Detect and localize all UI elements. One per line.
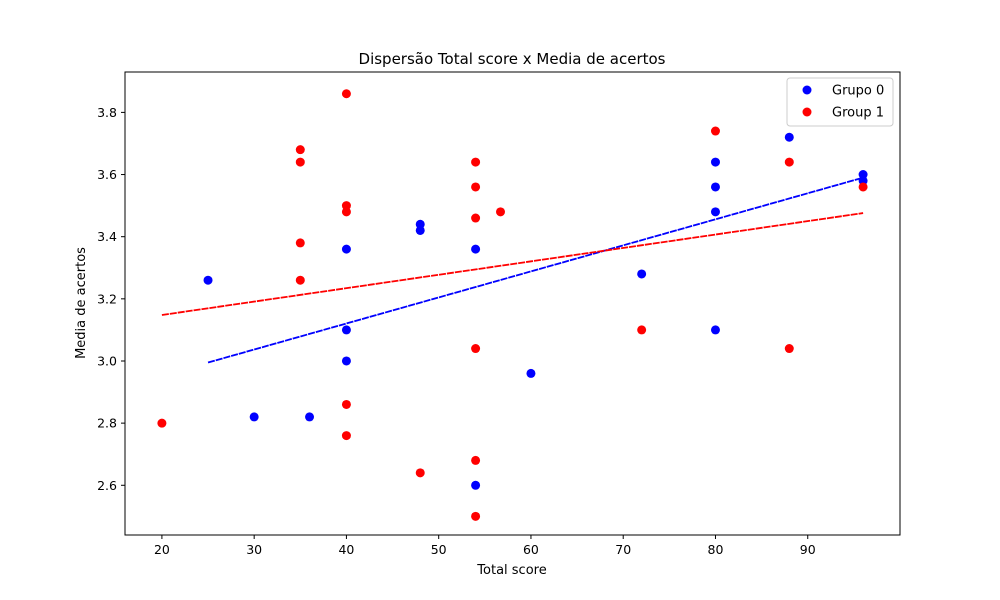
legend-marker-series-0 — [802, 85, 812, 95]
data-point-series-1 — [471, 213, 481, 223]
data-point-series-0 — [341, 244, 351, 254]
data-point-series-0 — [858, 176, 868, 186]
legend-box — [786, 77, 894, 127]
y-tick-label: 2.8 — [97, 416, 117, 431]
data-point-series-0 — [784, 132, 794, 142]
x-tick-label: 60 — [523, 542, 539, 557]
trendline-series-1 — [161, 212, 864, 316]
data-point-series-0 — [341, 356, 351, 366]
x-tick-label: 30 — [246, 542, 262, 557]
data-point-series-1 — [341, 201, 351, 211]
y-tick-label: 2.6 — [97, 478, 117, 493]
data-point-series-0 — [415, 219, 425, 229]
data-point-series-1 — [341, 89, 351, 99]
data-point-series-0 — [471, 480, 481, 490]
data-point-series-1 — [295, 275, 305, 285]
y-axis-label: Media de acertos — [74, 247, 89, 359]
data-point-series-0 — [341, 325, 351, 335]
y-tick-label: 3.0 — [97, 353, 117, 368]
legend-label-series-0: Grupo 0 — [832, 84, 884, 99]
data-point-series-0 — [203, 275, 213, 285]
x-tick-label: 70 — [615, 542, 631, 557]
data-point-series-1 — [496, 207, 506, 217]
data-point-series-0 — [415, 225, 425, 235]
data-point-series-1 — [858, 182, 868, 192]
data-point-series-1 — [784, 157, 794, 167]
data-point-series-1 — [710, 126, 720, 136]
data-point-series-1 — [471, 182, 481, 192]
plot-area-frame — [124, 71, 901, 536]
data-point-series-1 — [295, 238, 305, 248]
data-point-series-0 — [710, 325, 720, 335]
x-tick-label: 20 — [154, 542, 170, 557]
data-point-series-0 — [710, 182, 720, 192]
data-point-series-1 — [471, 455, 481, 465]
data-point-series-0 — [637, 269, 647, 279]
data-point-series-1 — [637, 325, 647, 335]
legend-label-series-1: Group 1 — [832, 106, 884, 121]
data-point-series-0 — [526, 368, 536, 378]
data-point-series-0 — [710, 207, 720, 217]
legend-marker-series-1 — [802, 107, 812, 117]
y-tick-label: 3.4 — [97, 229, 117, 244]
data-point-series-1 — [471, 511, 481, 521]
legend: Grupo 0 Group 1 — [786, 77, 894, 127]
x-tick-label: 40 — [338, 542, 354, 557]
trendline-series-0 — [207, 176, 864, 364]
x-axis-ticks: 20 30 40 50 60 70 80 90 — [154, 535, 816, 557]
data-point-series-1 — [415, 468, 425, 478]
data-point-series-1 — [784, 344, 794, 354]
data-point-series-0 — [471, 244, 481, 254]
data-point-series-0 — [858, 170, 868, 180]
chart-title: Dispersão Total score x Media de acertos — [359, 50, 666, 68]
x-tick-label: 80 — [708, 542, 724, 557]
x-tick-label: 90 — [800, 542, 816, 557]
data-point-series-1 — [471, 344, 481, 354]
data-point-series-0 — [710, 157, 720, 167]
data-point-series-1 — [471, 157, 481, 167]
trendlines — [161, 176, 864, 364]
y-axis-ticks: 2.6 2.8 3.0 3.2 3.4 3.6 3.8 — [97, 105, 125, 493]
data-point-series-1 — [295, 157, 305, 167]
data-point-series-1 — [295, 145, 305, 155]
data-point-series-0 — [249, 412, 259, 422]
data-points — [157, 89, 868, 521]
x-axis-label: Total score — [476, 563, 546, 578]
data-point-series-1 — [341, 207, 351, 217]
y-tick-label: 3.2 — [97, 291, 117, 306]
x-tick-label: 50 — [431, 542, 447, 557]
y-tick-label: 3.8 — [97, 105, 117, 120]
y-tick-label: 3.6 — [97, 167, 117, 182]
data-point-series-1 — [341, 431, 351, 441]
data-point-series-1 — [341, 399, 351, 409]
data-point-series-0 — [305, 412, 315, 422]
data-point-series-1 — [157, 418, 167, 428]
